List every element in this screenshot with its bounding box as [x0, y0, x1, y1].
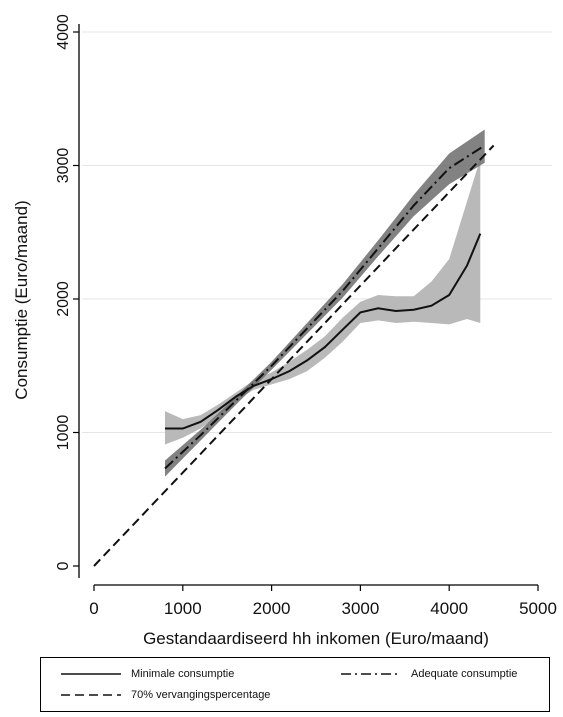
plot-area — [82, 8, 552, 588]
legend-label: Adequate consumptie — [411, 668, 518, 680]
confidence-band-1 — [165, 158, 481, 445]
x-tick-label: 5000 — [519, 599, 557, 618]
series-line-dashdot — [164, 144, 486, 470]
confidence-band-2 — [165, 129, 485, 477]
y-tick-label: 2000 — [55, 281, 72, 317]
legend-item-minimale: Minimale consumptie — [61, 668, 234, 680]
legend-swatch-dashdot — [341, 673, 401, 675]
x-tick-label: 0 — [89, 599, 98, 618]
x-tick-label: 3000 — [341, 599, 379, 618]
y-tick-label: 4000 — [55, 14, 72, 50]
y-tick-label: 3000 — [55, 148, 72, 184]
legend-item-adequate: Adequate consumptie — [341, 668, 517, 680]
y-tick-label: 0 — [55, 561, 72, 570]
legend-item-vervanging: 70% vervangingspercentage — [61, 689, 270, 701]
x-tick-label: 1000 — [164, 599, 202, 618]
legend-swatch-dashed — [61, 694, 121, 696]
x-axis-label: Gestandaardiseerd hh inkomen (Euro/maand… — [143, 629, 489, 648]
x-tick-label: 2000 — [253, 599, 291, 618]
y-axis-label: Consumptie (Euro/maand) — [12, 200, 31, 399]
legend-label: Minimale consumptie — [131, 668, 235, 680]
legend: Minimale consumptie Adequate consumptie … — [40, 657, 550, 712]
legend-swatch-solid — [61, 673, 121, 675]
y-tick-label: 1000 — [55, 415, 72, 451]
legend-label: 70% vervangingspercentage — [131, 689, 271, 701]
series-line-dashed — [93, 144, 495, 567]
x-tick-label: 4000 — [430, 599, 468, 618]
series-line-solid — [165, 233, 482, 430]
